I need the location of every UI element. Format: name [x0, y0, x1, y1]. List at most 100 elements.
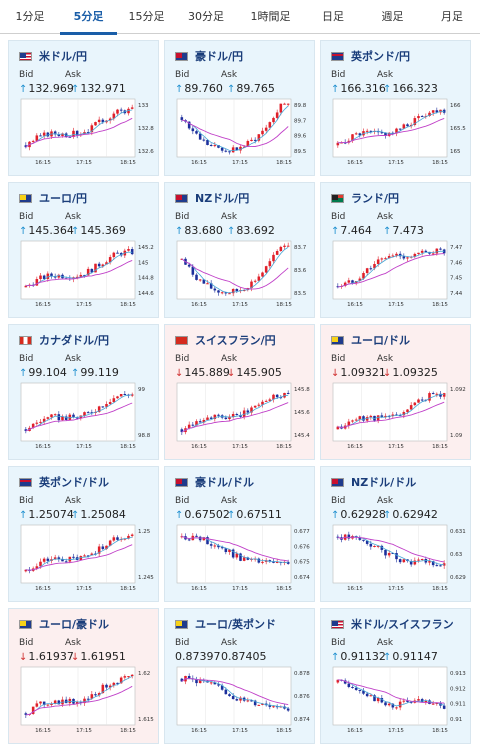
candle — [79, 556, 83, 561]
candlestick-chart[interactable]: 1.092 1.09 16:15 17:15 18:15 — [327, 379, 466, 456]
arrow-up-icon: ↑ — [19, 84, 28, 95]
currency-card[interactable]: ユーロ/豪ドル Bid Ask ↓1.61937↓1.61951 1.62 1.615 16… — [8, 608, 159, 744]
currency-name[interactable]: 豪ドル/ドル — [195, 476, 255, 489]
currency-name[interactable]: 豪ドル/円 — [195, 50, 244, 63]
candle — [242, 290, 246, 292]
tab-0[interactable]: 1分足 — [15, 10, 45, 23]
candlestick-chart[interactable]: 89.8 89.7 89.6 89.5 16:15 17:15 18:15 — [171, 95, 310, 172]
candlestick-chart[interactable]: 99 98.8 16:15 17:15 18:15 — [15, 379, 154, 456]
currency-name[interactable]: カナダドル/円 — [39, 334, 110, 347]
tab-5[interactable]: 日足 — [322, 10, 344, 23]
tab-4[interactable]: 1時間足 — [250, 10, 291, 23]
currency-title[interactable]: ランド/円 — [331, 191, 399, 205]
arrow-up-icon: ↑ — [227, 84, 236, 95]
candle — [354, 133, 358, 135]
currency-card[interactable]: 豪ドル/ドル Bid Ask ↑0.67502↑0.67511 0.677 0.676 0.… — [164, 466, 315, 602]
arrow-up-icon: ↑ — [175, 84, 184, 95]
currency-title[interactable]: ユーロ/ドル — [331, 333, 410, 347]
currency-name[interactable]: 英ポンド/円 — [351, 50, 411, 63]
candlestick-chart[interactable]: 145.2 145 144.8 144.6 16:15 17:15 18:15 — [15, 237, 154, 314]
tab-3[interactable]: 30分足 — [188, 10, 224, 23]
currency-card[interactable]: ランド/円 Bid Ask ↑7.464 ↑7.473 7.47 7.46 7.45 7.44 1… — [320, 182, 471, 318]
currency-name[interactable]: 米ドル/円 — [39, 50, 88, 63]
candlestick-chart[interactable]: 133 132.8 132.6 16:15 17:15 18:15 — [15, 95, 154, 172]
candle — [224, 689, 228, 695]
currency-card[interactable]: 豪ドル/円 Bid Ask ↑89.760 ↑89.765 89.8 89.7 89.6 89.… — [164, 40, 315, 176]
candlestick-chart[interactable]: 7.47 7.46 7.45 7.44 16:15 17:15 18:15 — [327, 237, 466, 314]
currency-title[interactable]: 英ポンド/ドル — [19, 475, 109, 489]
currency-title[interactable]: ユーロ/豪ドル — [19, 617, 109, 631]
candle — [75, 276, 79, 278]
tab-2[interactable]: 15分足 — [128, 10, 165, 23]
currency-card[interactable]: 米ドル/スイスフラン Bid Ask ↑0.91132↑0.91147 0.913 0.9… — [320, 608, 471, 744]
currency-title[interactable]: NZドル/円 — [175, 191, 249, 205]
currency-name[interactable]: 米ドル/スイスフラン — [351, 618, 454, 631]
gb-flag-icon — [19, 477, 32, 487]
x-tick-label: 17:15 — [76, 444, 92, 450]
x-tick-label: 16:15 — [191, 728, 207, 734]
candle — [402, 256, 406, 259]
currency-name[interactable]: ユーロ/豪ドル — [39, 618, 110, 631]
nz-flag-icon — [175, 193, 188, 203]
candlestick-chart[interactable]: 0.631 0.63 0.629 16:15 17:15 18:15 — [327, 521, 466, 598]
currency-title[interactable]: 米ドル/円 — [19, 49, 87, 63]
currency-name[interactable]: NZドル/ドル — [351, 476, 417, 489]
currency-card[interactable]: NZドル/円 Bid Ask ↑83.680 ↑83.692 83.7 83.6 83.5 16… — [164, 182, 315, 318]
currency-title[interactable]: 豪ドル/ドル — [175, 475, 254, 489]
ask-label: Ask — [221, 496, 238, 506]
currency-name[interactable]: NZドル/円 — [195, 192, 250, 205]
candle — [365, 540, 369, 544]
currency-card[interactable]: カナダドル/円 Bid Ask ↑99.104 ↑99.119 99 98.8 16:15 17… — [8, 324, 159, 460]
currency-title[interactable]: NZドル/ドル — [331, 475, 416, 489]
currency-card[interactable]: ユーロ/英ポンド Bid Ask 0.873970.87405 0.878 0.876 0.… — [164, 608, 315, 744]
currency-title[interactable]: 米ドル/スイスフラン — [331, 617, 454, 631]
candle — [57, 700, 61, 705]
candlestick-chart[interactable]: 83.7 83.6 83.5 16:15 17:15 18:15 — [171, 237, 310, 314]
currency-card[interactable]: NZドル/ドル Bid Ask ↑0.62928↑0.62942 0.631 0.63 0.… — [320, 466, 471, 602]
currency-name[interactable]: スイスフラン/円 — [195, 334, 276, 347]
candle — [202, 419, 206, 423]
currency-card[interactable]: スイスフラン/円 Bid Ask ↓145.889↓145.905 145.8 145.6… — [164, 324, 315, 460]
tab-1[interactable]: 5分足 — [60, 0, 117, 35]
currency-title[interactable]: スイスフラン/円 — [175, 333, 276, 347]
candle — [424, 250, 428, 252]
candlestick-chart[interactable]: 0.878 0.876 0.874 16:15 17:15 18:15 — [171, 663, 310, 740]
candle — [264, 127, 268, 131]
candle — [272, 706, 275, 708]
candle — [187, 424, 191, 429]
candlestick-chart[interactable]: 0.677 0.676 0.675 0.674 16:15 17:15 18:15 — [171, 521, 310, 598]
candlestick-chart[interactable]: 0.913 0.912 0.911 0.91 16:15 17:15 18:15 — [327, 663, 466, 740]
candle — [261, 130, 264, 135]
currency-title[interactable]: カナダドル/円 — [19, 333, 109, 347]
currency-card[interactable]: 英ポンド/円 Bid Ask ↑166.316↑166.323 166 165.5 165 1… — [320, 40, 471, 176]
currency-name[interactable]: ユーロ/円 — [39, 192, 88, 205]
candle — [391, 553, 395, 555]
arrow-up-icon: ↑ — [331, 226, 340, 237]
za-flag-icon — [331, 193, 344, 203]
currency-card[interactable]: ユーロ/円 Bid Ask ↑145.364↑145.369 145.2 145 144.8… — [8, 182, 159, 318]
candlestick-chart[interactable]: 166 165.5 165 16:15 17:15 18:15 — [327, 95, 466, 172]
currency-card[interactable]: 英ポンド/ドル Bid Ask ↑1.25074↑1.25084 1.25 1.245 16… — [8, 466, 159, 602]
currency-name[interactable]: ユーロ/英ポンド — [195, 618, 277, 631]
candle — [191, 424, 195, 426]
currency-name[interactable]: ユーロ/ドル — [351, 334, 411, 347]
gb-flag-icon — [331, 51, 344, 61]
candlestick-chart[interactable]: 145.8 145.6 145.4 16:15 17:15 18:15 — [171, 379, 310, 456]
currency-title[interactable]: 豪ドル/円 — [175, 49, 243, 63]
currency-title[interactable]: ユーロ/円 — [19, 191, 87, 205]
candle — [127, 535, 130, 539]
tab-7[interactable]: 月足 — [441, 10, 463, 23]
ma-long-line — [25, 117, 133, 148]
tab-6[interactable]: 週足 — [381, 10, 404, 23]
currency-title[interactable]: ユーロ/英ポンド — [175, 617, 276, 631]
ma-short-line — [337, 536, 445, 566]
currency-name[interactable]: ランド/円 — [351, 192, 400, 205]
currency-title[interactable]: 英ポンド/円 — [331, 49, 410, 63]
candle — [35, 566, 39, 569]
candlestick-chart[interactable]: 1.25 1.245 16:15 17:15 18:15 — [15, 521, 154, 598]
candle — [101, 264, 105, 267]
currency-name[interactable]: 英ポンド/ドル — [39, 476, 110, 489]
currency-card[interactable]: ユーロ/ドル Bid Ask ↓1.09321↓1.09325 1.092 1.09 16:… — [320, 324, 471, 460]
currency-card[interactable]: 米ドル/円 Bid Ask ↑132.969↑132.971 133 132.8 132.6… — [8, 40, 159, 176]
candlestick-chart[interactable]: 1.62 1.615 16:15 17:15 18:15 — [15, 663, 154, 740]
